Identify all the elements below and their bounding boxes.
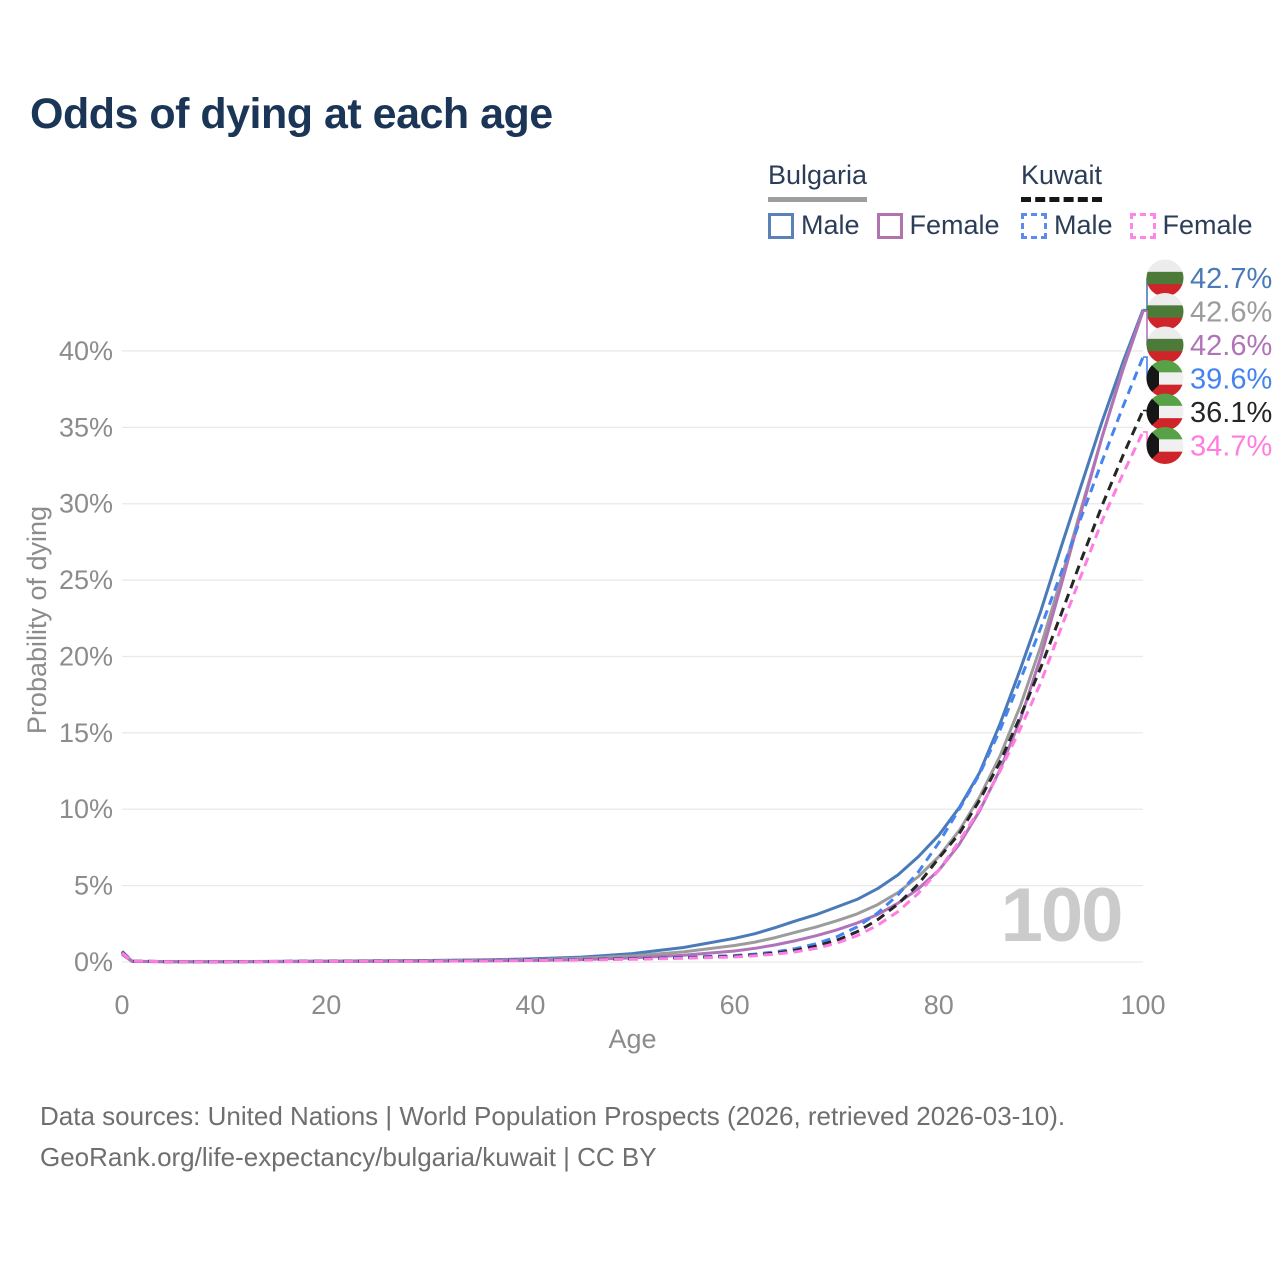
flag-kuwait-icon: [1146, 360, 1184, 397]
series-line-bulgaria-male[interactable]: [121, 309, 1145, 964]
y-tick-label-35: 35%: [59, 412, 113, 442]
footer-attribution-line[interactable]: GeoRank.org/life-expectancy/bulgaria/kuw…: [40, 1142, 657, 1172]
legend-country-bulgaria[interactable]: Bulgaria: [768, 160, 868, 202]
end-label-connector-kuwait: [1143, 409, 1148, 412]
end-label-bulgaria: 42.6%: [1190, 297, 1272, 329]
end-label-connector-bulgaria-female: [1143, 310, 1148, 345]
legend-group-kuwait: Kuwait Male Female: [1021, 160, 1270, 241]
age-counter-watermark: 100: [1001, 873, 1122, 958]
y-tick-label-20: 20%: [59, 641, 113, 671]
legend-swatch-kuwait-male: [1021, 212, 1047, 239]
legend-item-bulgaria-female[interactable]: Female: [876, 210, 1000, 241]
legend-group-bulgaria: Bulgaria Male Female: [768, 160, 1017, 241]
series-line-kuwait-female[interactable]: [121, 431, 1145, 964]
y-tick-label-0: 0%: [74, 947, 113, 977]
y-tick-label-15: 15%: [59, 718, 113, 748]
series-line-bulgaria-female[interactable]: [121, 310, 1145, 964]
legend-country-kuwait[interactable]: Kuwait: [1021, 160, 1103, 202]
end-label-bulgaria-male: 42.7%: [1190, 263, 1272, 295]
end-label-connector-kuwait-female: [1143, 431, 1148, 446]
y-axis-title: Probability of dying: [22, 506, 52, 734]
legend-swatch-bulgaria-female: [876, 212, 903, 239]
flag-kuwait-icon: [1146, 393, 1184, 431]
end-label-bulgaria-female: 42.6%: [1190, 330, 1272, 362]
y-tick-label-5: 5%: [74, 871, 113, 901]
flag-bulgaria-icon: [1146, 259, 1184, 297]
series-line-kuwait[interactable]: [121, 409, 1145, 964]
legend-swatch-bulgaria-male: [768, 212, 794, 239]
legend-item-bulgaria-male[interactable]: Male: [768, 210, 860, 241]
y-tick-label-30: 30%: [59, 489, 113, 519]
legend-item-kuwait-female[interactable]: Female: [1129, 210, 1253, 241]
y-tick-label-10: 10%: [59, 794, 113, 824]
x-tick-label-80: 80: [924, 990, 954, 1020]
x-tick-label-100: 100: [1120, 990, 1165, 1020]
legend-label-kuwait-female: Female: [1162, 210, 1253, 240]
end-label-connector-kuwait-male: [1143, 356, 1148, 379]
legend-label-bulgaria-male: Male: [801, 210, 860, 240]
x-tick-label-20: 20: [311, 990, 341, 1020]
x-tick-label-60: 60: [720, 990, 750, 1020]
end-label-kuwait: 36.1%: [1190, 397, 1272, 429]
footer-sources-line: Data sources: United Nations | World Pop…: [40, 1101, 1066, 1131]
end-label-kuwait-male: 39.6%: [1190, 364, 1272, 396]
page-title: Odds of dying at each age: [30, 90, 553, 138]
y-tick-label-25: 25%: [59, 565, 113, 595]
series-line-bulgaria[interactable]: [121, 310, 1145, 964]
legend-swatch-kuwait-female: [1129, 212, 1156, 239]
x-axis-title: Age: [608, 1024, 656, 1054]
flag-bulgaria-icon: [1146, 293, 1184, 330]
flag-kuwait-icon: [1146, 427, 1184, 464]
y-tick-label-40: 40%: [59, 336, 113, 366]
data-source-footer: Data sources: United Nations | World Pop…: [40, 1096, 1065, 1178]
flag-bulgaria-icon: [1146, 326, 1184, 364]
x-tick-label-0: 0: [114, 990, 129, 1020]
legend-label-kuwait-male: Male: [1054, 210, 1113, 240]
x-tick-label-40: 40: [515, 990, 545, 1020]
series-line-kuwait-male[interactable]: [120, 356, 1145, 964]
end-label-connector-bulgaria-male: [1143, 278, 1148, 311]
end-label-kuwait-female: 34.7%: [1190, 431, 1272, 463]
legend-item-kuwait-male[interactable]: Male: [1021, 210, 1113, 241]
legend-label-bulgaria-female: Female: [909, 210, 1000, 240]
